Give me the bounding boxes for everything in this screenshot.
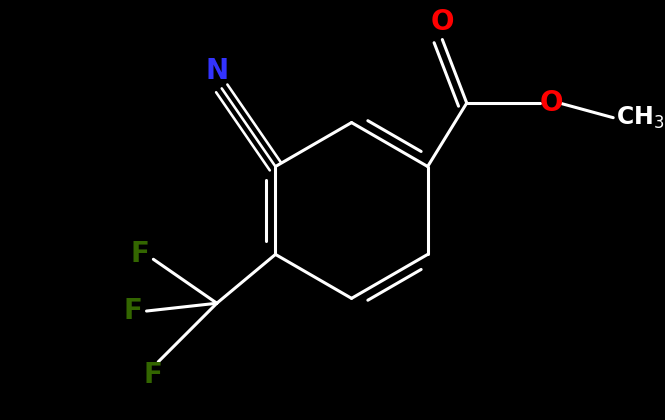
Text: O: O xyxy=(540,89,563,117)
Text: F: F xyxy=(144,362,163,389)
Text: O: O xyxy=(430,8,454,36)
Text: F: F xyxy=(130,240,149,268)
Text: N: N xyxy=(205,57,228,85)
Text: CH$_3$: CH$_3$ xyxy=(616,105,665,131)
Text: F: F xyxy=(124,297,142,325)
